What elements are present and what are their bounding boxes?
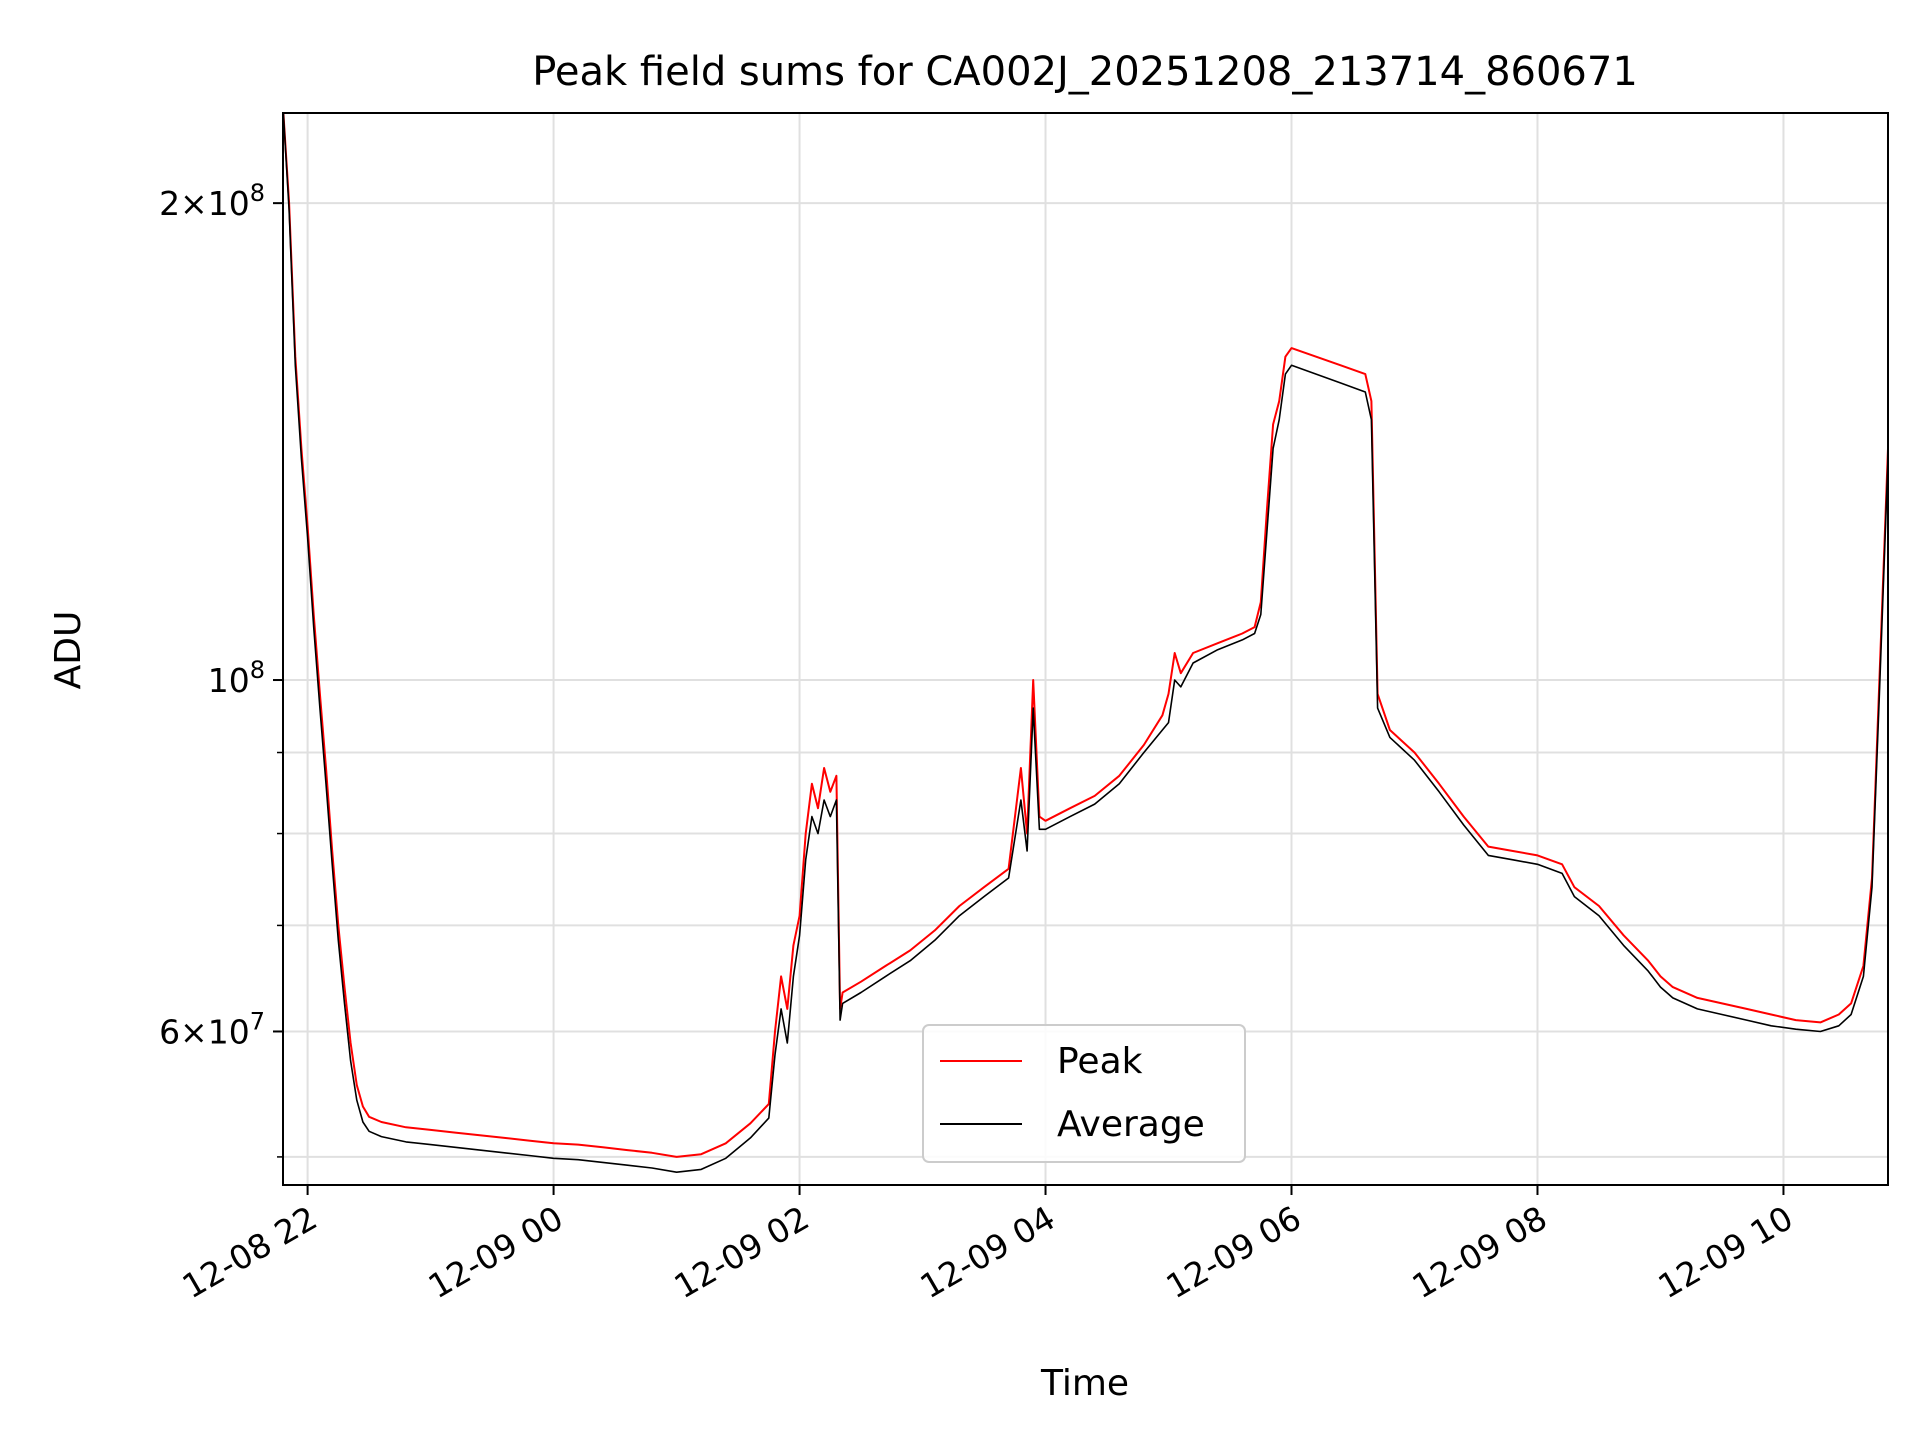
legend-label-peak: Peak [1057, 1041, 1143, 1082]
plot-frame [282, 112, 1889, 1186]
y-axis-title: ADU [48, 611, 89, 690]
legend: Peak Average [922, 1024, 1246, 1163]
legend-label-average: Average [1057, 1104, 1205, 1145]
y-tick-label: 108 [208, 656, 265, 700]
legend-box [922, 1024, 1246, 1163]
x-axis-title: Time [1040, 1363, 1129, 1404]
series-layer [283, 113, 1888, 1173]
series-line-peak [283, 113, 1888, 1158]
chart-title: Peak field sums for CA002J_20251208_2137… [532, 49, 1638, 95]
y-tick-label: 2×108 [159, 179, 265, 223]
series-line-average [283, 113, 1888, 1173]
y-tick-label: 6×107 [159, 1007, 265, 1051]
y-axis: 108 2×108 6×107 [159, 179, 283, 1158]
